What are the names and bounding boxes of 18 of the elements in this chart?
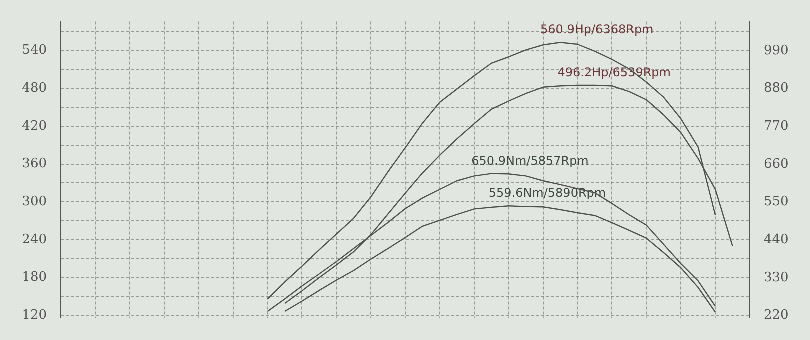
y2-tick-label: 880 bbox=[764, 81, 789, 96]
y-tick-label: 420 bbox=[22, 118, 47, 134]
y-tick-label: 480 bbox=[22, 81, 47, 96]
annotation: 650.9Nm/5857Rpm bbox=[472, 154, 589, 168]
y-tick-label: 540 bbox=[22, 43, 47, 58]
y-tick-label: 360 bbox=[22, 156, 47, 172]
y-tick-label: 180 bbox=[22, 270, 47, 286]
y2-tick-label: 440 bbox=[764, 232, 789, 248]
annotation: 560.9Hp/6368Rpm bbox=[540, 22, 654, 37]
y2-tick-label: 220 bbox=[764, 308, 789, 324]
y-tick-label: 300 bbox=[22, 194, 47, 210]
y2-tick-label: 660 bbox=[764, 156, 789, 172]
y2-tick-label: 990 bbox=[764, 43, 789, 58]
y-tick-label: 240 bbox=[22, 232, 47, 248]
y2-tick-label: 550 bbox=[764, 194, 789, 210]
y2-tick-label: 770 bbox=[764, 119, 789, 134]
y-tick-label: 120 bbox=[22, 308, 47, 324]
y2-tick-label: 330 bbox=[764, 270, 789, 286]
